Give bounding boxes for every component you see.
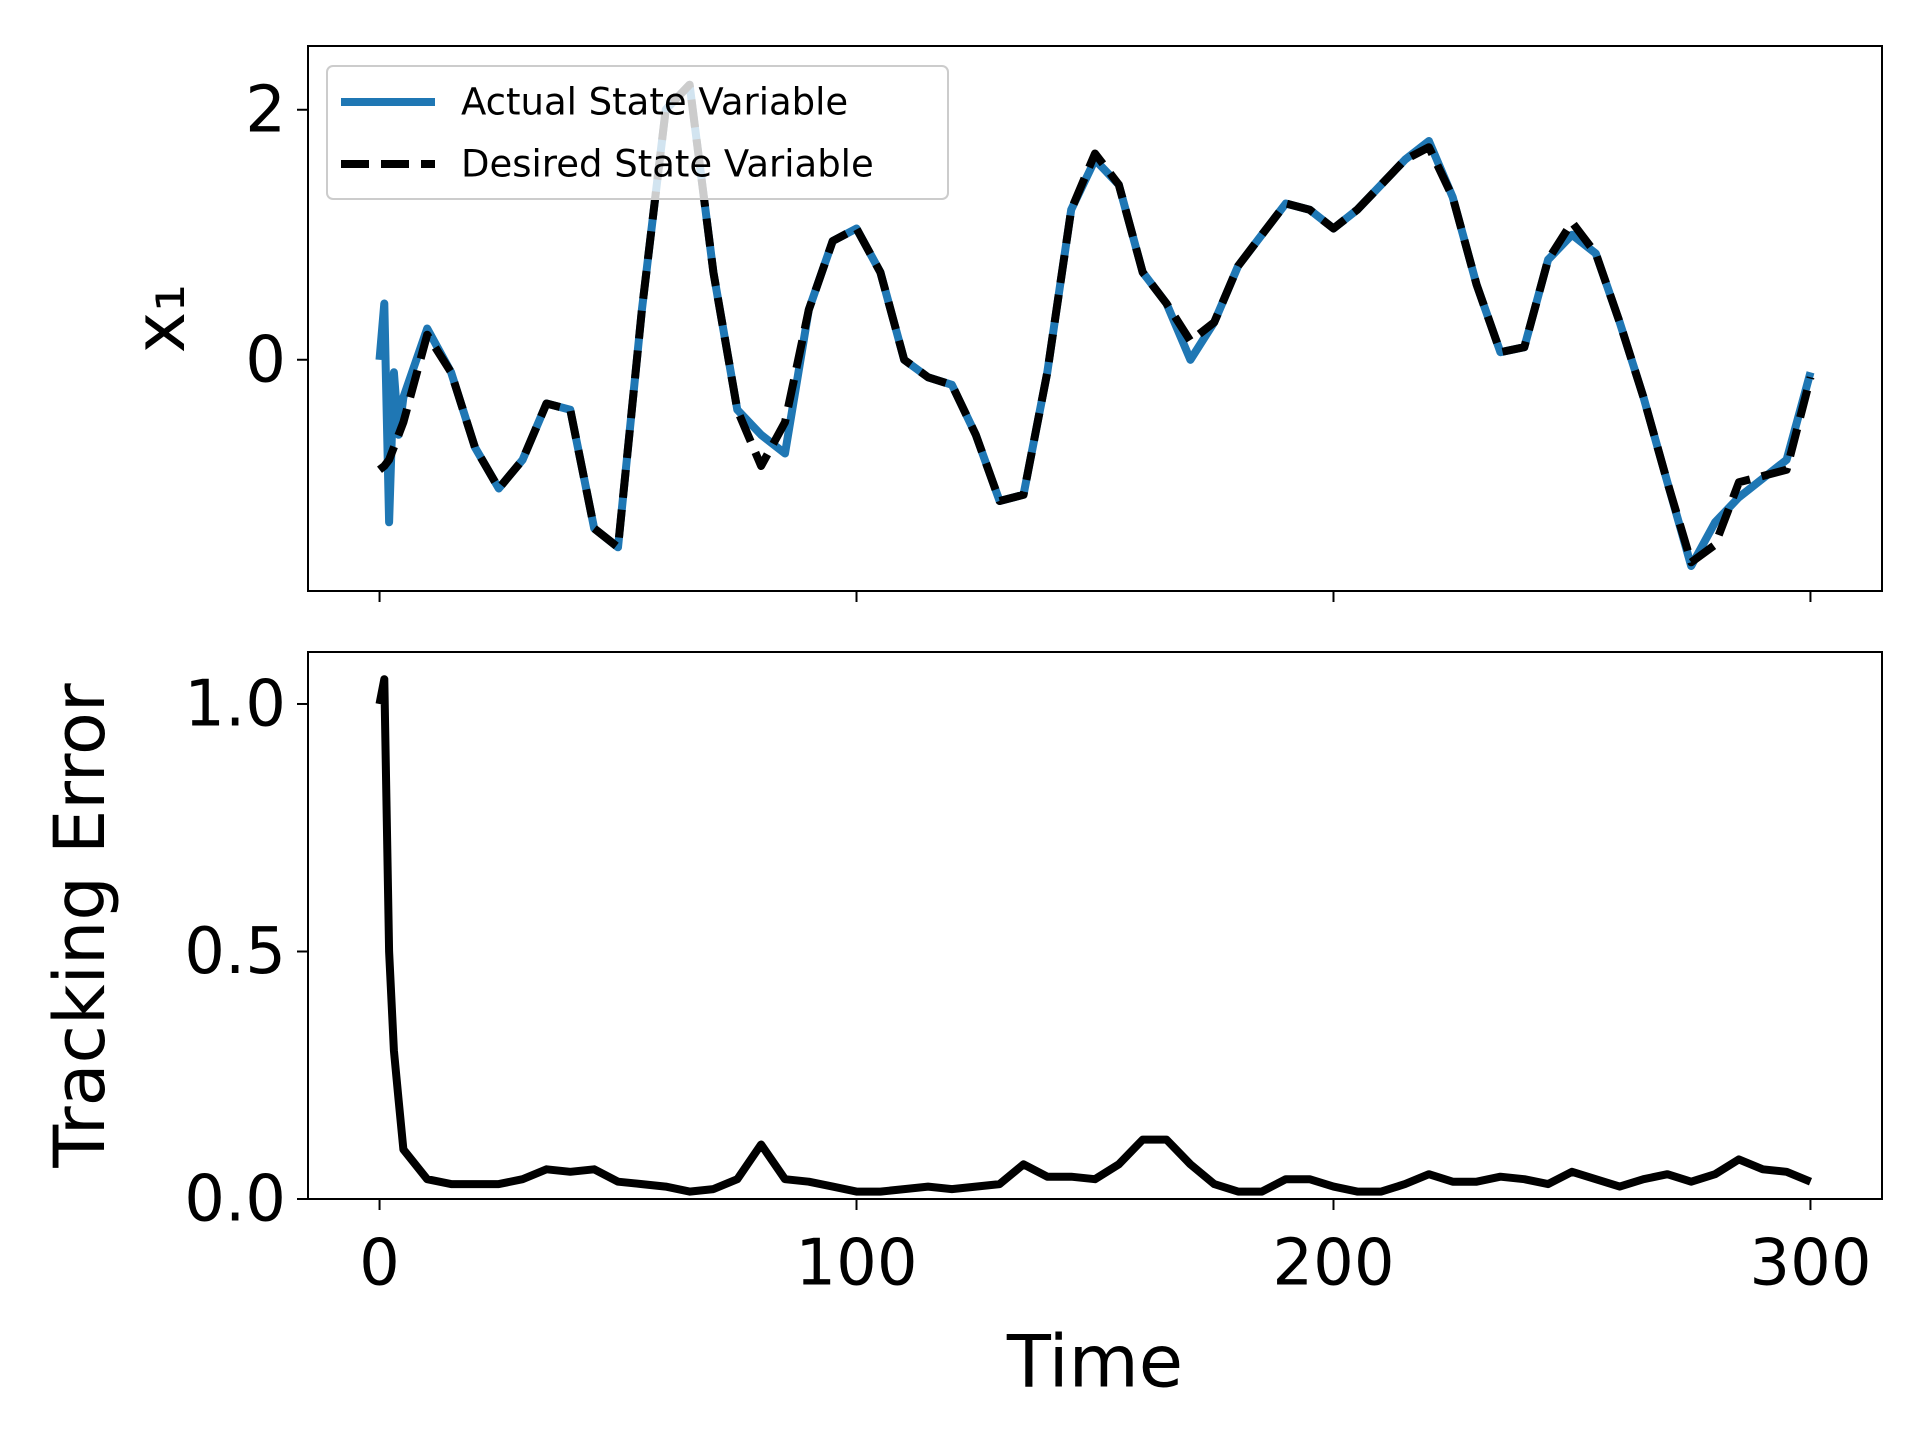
- data-line: [375, 675, 1813, 1196]
- y-tick-label: 2: [245, 73, 286, 147]
- x-axis-label: Time: [1006, 1320, 1183, 1404]
- data-line: [377, 80, 1815, 567]
- legend-label: Desired State Variable: [461, 143, 874, 186]
- legend-box: [326, 65, 949, 200]
- x-tick-label: 0: [359, 1227, 400, 1301]
- x-tick-label: 200: [1272, 1227, 1394, 1301]
- y-tick-label: 1.0: [184, 668, 286, 742]
- y-tick-label: 0.5: [184, 915, 286, 989]
- y-axis-label: Tracking Error: [39, 683, 121, 1169]
- axes-frame: [307, 651, 1883, 1200]
- axes-frame: [307, 45, 1883, 592]
- x-tick-label: 300: [1749, 1227, 1871, 1301]
- y-axis-label: x₁: [119, 284, 201, 354]
- x-tick-label: 100: [795, 1227, 917, 1301]
- y-tick-label: 0: [245, 323, 286, 397]
- y-tick-label: 0.0: [184, 1163, 286, 1237]
- legend-label: Actual State Variable: [461, 81, 848, 124]
